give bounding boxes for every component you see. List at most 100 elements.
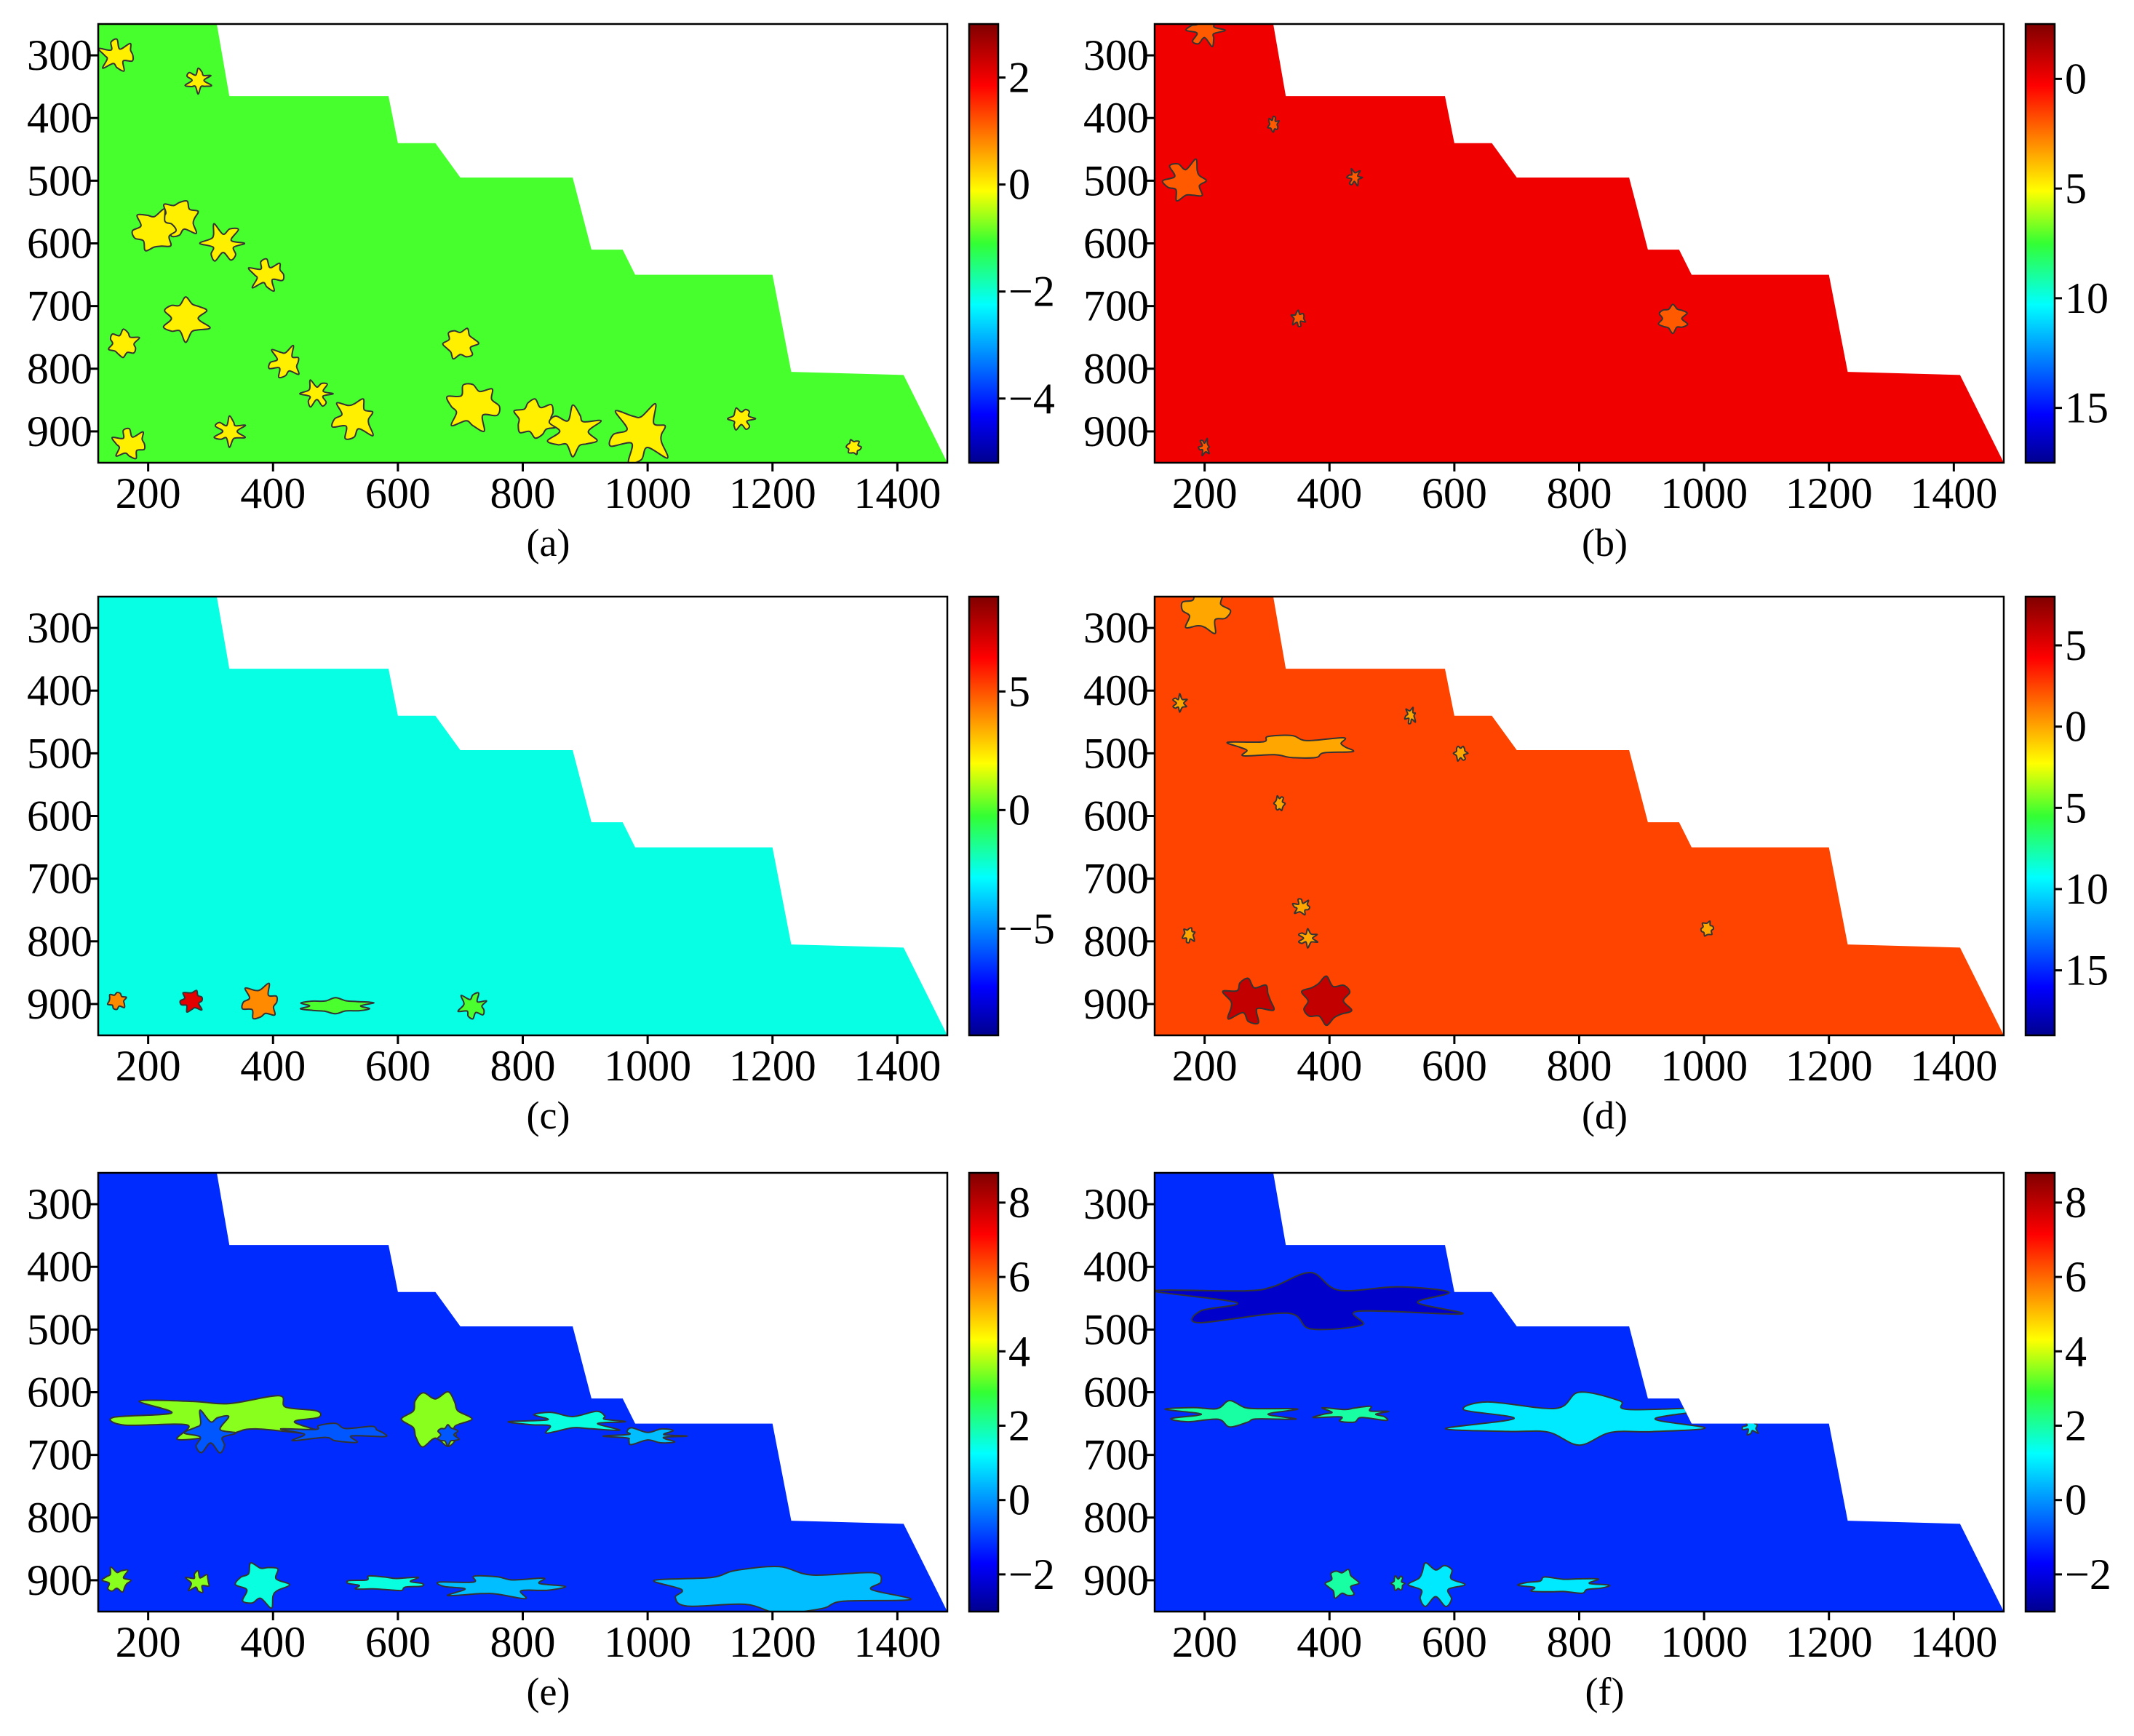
x-tick-label: 1400 [1910, 469, 1997, 517]
panel-label: (f) [1585, 1670, 1625, 1713]
y-tick-label: 900 [27, 980, 92, 1028]
y-tick-label: 900 [27, 1556, 92, 1604]
contour-region [1390, 1574, 1406, 1592]
contour-region [234, 1561, 290, 1609]
x-tick-label: 200 [116, 1618, 181, 1666]
y-tick-label: 500 [27, 1305, 92, 1353]
y-tick-label: 500 [1083, 1305, 1149, 1353]
contour-domain [1155, 597, 2004, 1035]
y-tick-label: 800 [27, 1494, 92, 1542]
x-tick-label: 1200 [1785, 1042, 1873, 1090]
panel-c: 300 400 500 600 700 800 900 200 400 600 800 1000 120… [27, 595, 1055, 1137]
contour-domain [1155, 24, 2004, 463]
contour-region [1222, 977, 1275, 1025]
y-tick-label: 600 [1083, 1369, 1149, 1417]
y-tick-label: 600 [27, 792, 92, 840]
y-tick-label: 700 [1083, 1431, 1149, 1479]
colorbar-tick-label: −2 [1008, 1550, 1055, 1598]
colorbar-tick-label: −4 [1008, 375, 1055, 423]
y-tick-label: 500 [27, 156, 92, 204]
colorbar-tick-label: 8 [2065, 1179, 2087, 1227]
y-tick-label: 900 [1083, 407, 1149, 455]
x-tick-label: 200 [1172, 469, 1238, 517]
y-tick-label: 900 [1083, 1556, 1149, 1604]
contour-region [101, 1566, 132, 1593]
colorbar [2024, 23, 2056, 464]
x-tick-label: 200 [1172, 1042, 1238, 1090]
y-tick-label: 400 [27, 1243, 92, 1291]
contour-region [1297, 928, 1319, 949]
colorbar [968, 23, 1000, 464]
colorbar-tick-label: 2 [2065, 1401, 2087, 1449]
x-tick-label: 600 [365, 469, 431, 517]
x-tick-label: 600 [365, 1618, 431, 1666]
contour-region [513, 398, 557, 439]
contour-region [1700, 920, 1715, 937]
y-tick-label: 600 [27, 220, 92, 268]
contour-domain [98, 597, 947, 1035]
y-tick-label: 600 [1083, 220, 1149, 268]
y-tick-label: 700 [1083, 282, 1149, 330]
contour-domain [98, 24, 947, 463]
x-tick-label: 1400 [1910, 1618, 1997, 1666]
colorbar-tick-label: 10 [2065, 865, 2109, 913]
y-tick-label: 800 [1083, 345, 1149, 393]
colorbar-tick-label: 15 [2065, 947, 2109, 995]
colorbar-tick-label: 0 [2065, 55, 2087, 103]
x-tick-label: 800 [490, 1618, 556, 1666]
x-tick-label: 200 [1172, 1618, 1238, 1666]
contour-region [1452, 745, 1469, 763]
contour-region [546, 404, 602, 458]
y-tick-label: 300 [27, 604, 92, 652]
contour-region [1407, 1562, 1466, 1607]
y-tick-label: 800 [1083, 1494, 1149, 1542]
contour-region [1444, 1391, 1726, 1446]
x-tick-label: 800 [490, 1042, 556, 1090]
contour-region [247, 258, 285, 292]
contour-region [183, 1409, 237, 1454]
contour-region [1273, 795, 1286, 812]
y-tick-label: 300 [1083, 604, 1149, 652]
contour-region [299, 997, 375, 1015]
contour-region [1267, 115, 1281, 133]
x-tick-label: 400 [1297, 1618, 1362, 1666]
contour-region [162, 296, 211, 343]
colorbar [2024, 1171, 2056, 1613]
contour-region [179, 990, 204, 1013]
x-tick-label: 800 [1547, 1618, 1612, 1666]
y-tick-label: 400 [1083, 94, 1149, 142]
colorbar-tick-label: −2 [2065, 1550, 2111, 1598]
contour-region [845, 439, 862, 455]
colorbar-tick-label: 2 [1008, 54, 1030, 102]
x-tick-label: 600 [365, 1042, 431, 1090]
colorbar-tick-label: 0 [1008, 786, 1030, 834]
x-tick-label: 1400 [853, 469, 941, 517]
contour-region [1324, 1568, 1360, 1599]
y-tick-label: 300 [1083, 31, 1149, 79]
x-tick-label: 400 [1297, 469, 1362, 517]
contour-region [602, 1427, 688, 1446]
colorbar-tick-label: 8 [1008, 1179, 1030, 1227]
colorbar-tick-label: 5 [2065, 784, 2087, 832]
contour-region [608, 403, 669, 463]
panel-f: 300 400 500 600 700 800 900 200 400 600 800 1000 120… [1083, 1171, 2111, 1713]
contour-region [279, 1422, 388, 1444]
x-tick-label: 1000 [604, 469, 691, 517]
y-tick-label: 400 [27, 94, 92, 142]
panel-label: (e) [527, 1670, 570, 1713]
x-tick-label: 1400 [1910, 1042, 1997, 1090]
panel-label: (b) [1582, 521, 1628, 565]
contour-region [213, 415, 247, 448]
x-tick-label: 1000 [1660, 1618, 1748, 1666]
x-tick-label: 1400 [853, 1042, 941, 1090]
contour-region [331, 398, 374, 440]
panel-d: 300 400 500 600 700 800 900 200 400 600 800 1000 120… [1083, 595, 2109, 1137]
y-tick-label: 400 [1083, 666, 1149, 714]
x-tick-label: 400 [240, 1042, 306, 1090]
colorbar-tick-label: 0 [2065, 1476, 2087, 1524]
panel-b: 300 400 500 600 700 800 900 200 400 600 800 1000 120… [1083, 23, 2109, 565]
contour-region [1516, 1576, 1611, 1594]
y-tick-label: 800 [27, 345, 92, 393]
contour-region [445, 383, 501, 432]
contour-region [1226, 734, 1355, 759]
